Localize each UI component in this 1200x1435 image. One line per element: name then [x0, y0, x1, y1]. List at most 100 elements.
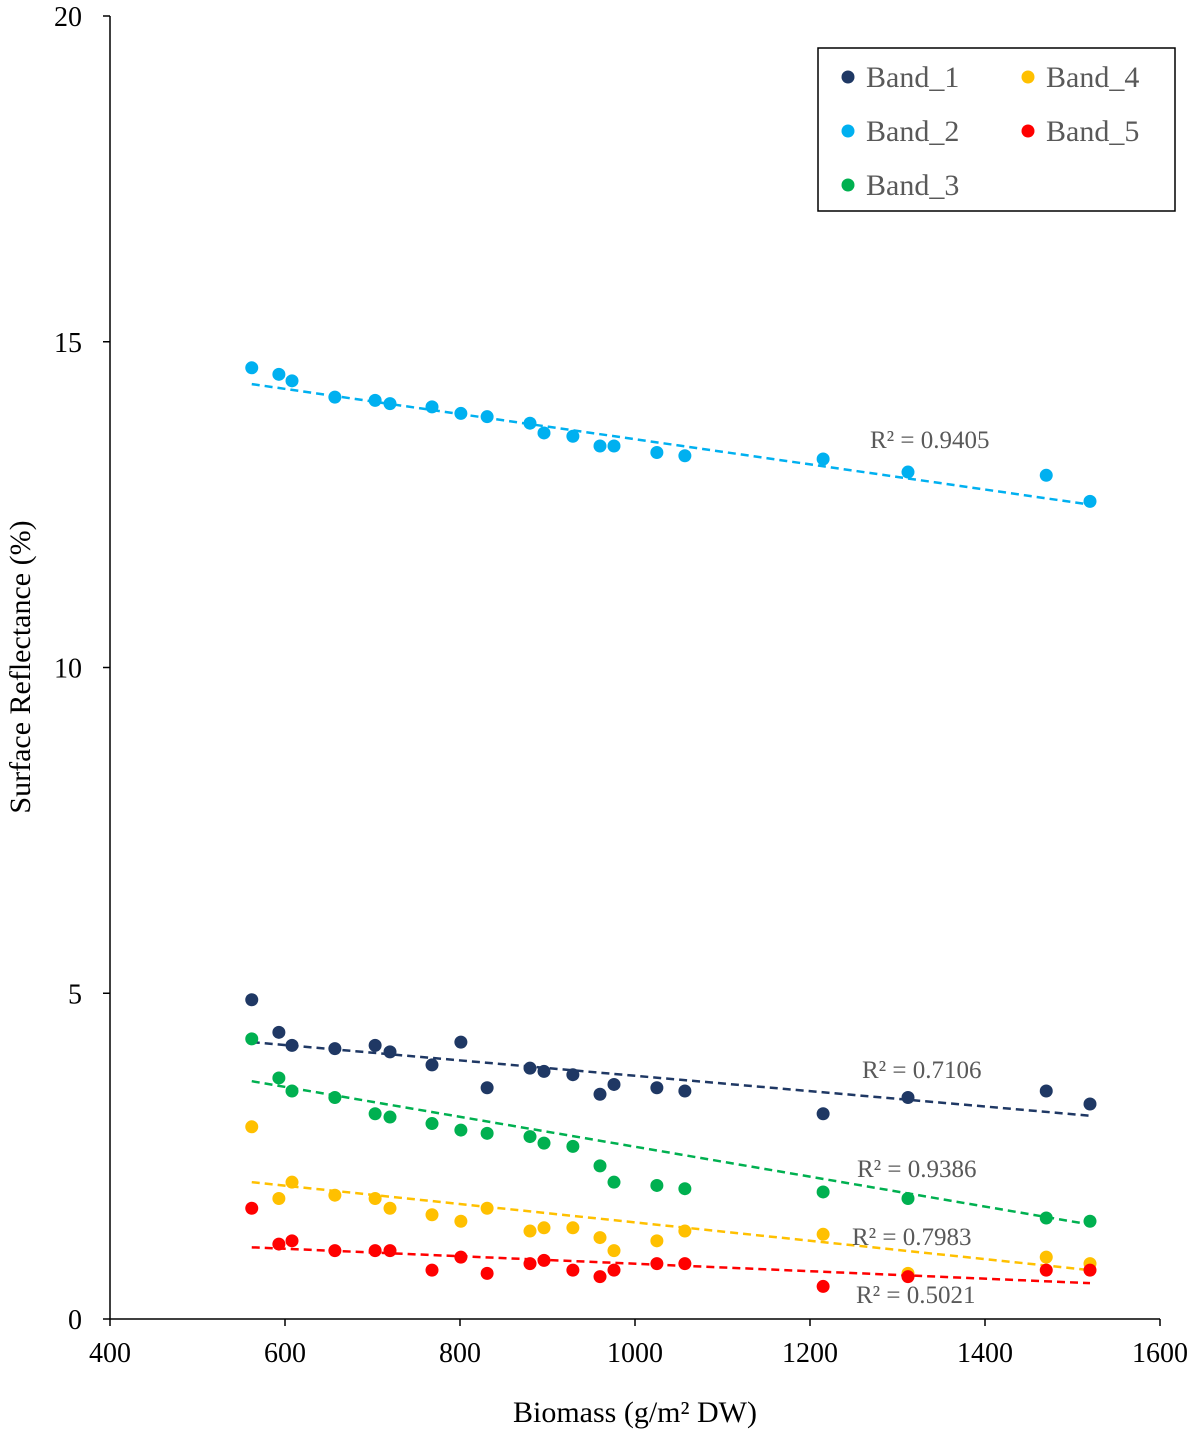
data-point-band-5 — [328, 1244, 342, 1258]
data-point-band-5 — [480, 1266, 494, 1280]
trendlines — [251, 382, 1091, 1285]
x-tick-label: 400 — [89, 1338, 131, 1369]
data-point-band-2 — [245, 361, 259, 375]
x-tick-label: 600 — [264, 1338, 306, 1369]
y-tick-label: 15 — [54, 328, 82, 359]
data-point-band-1 — [272, 1025, 286, 1039]
legend-marker-band-4 — [1021, 70, 1035, 84]
data-point-band-2 — [285, 374, 299, 388]
data-point-band-1 — [425, 1058, 439, 1072]
data-point-band-4 — [368, 1191, 382, 1205]
trendline-band-4 — [251, 1180, 1091, 1272]
data-point-band-2 — [566, 429, 580, 443]
data-point-band-2 — [650, 446, 664, 460]
data-point-band-1 — [1039, 1084, 1053, 1098]
data-point-band-2 — [383, 397, 397, 411]
data-point-band-3 — [425, 1117, 439, 1131]
data-point-band-2 — [816, 452, 830, 466]
data-point-band-3 — [816, 1185, 830, 1199]
x-tick-label: 800 — [439, 1338, 481, 1369]
data-point-band-1 — [454, 1035, 468, 1049]
x-axis-title: Biomass (g/m² DW) — [513, 1396, 757, 1429]
legend-marker-band-1 — [841, 70, 855, 84]
data-point-band-5 — [593, 1270, 607, 1284]
data-point-band-1 — [566, 1068, 580, 1082]
data-point-band-5 — [272, 1237, 286, 1251]
data-point-band-3 — [901, 1191, 915, 1205]
data-point-band-4 — [480, 1201, 494, 1215]
data-point-band-4 — [816, 1227, 830, 1241]
data-point-band-5 — [901, 1270, 915, 1284]
trendline-band-2 — [251, 382, 1091, 506]
data-point-band-3 — [607, 1175, 621, 1189]
legend-marker-band-5 — [1021, 124, 1035, 138]
x-tick-label: 1000 — [607, 1338, 663, 1369]
data-point-band-3 — [383, 1110, 397, 1124]
legend-box — [817, 47, 1176, 212]
data-point-band-1 — [607, 1077, 621, 1091]
data-point-band-1 — [245, 993, 259, 1007]
data-point-band-5 — [454, 1250, 468, 1264]
legend: Band_1 Band_2 Band_3 Band_4 Band_5 — [817, 47, 1176, 212]
data-point-band-2 — [425, 400, 439, 414]
r-squared-label-band-3: R² = 0.9386 — [857, 1156, 977, 1183]
data-point-band-1 — [383, 1045, 397, 1059]
y-tick-label: 5 — [68, 979, 82, 1010]
data-point-band-4 — [566, 1221, 580, 1235]
data-point-band-2 — [480, 410, 494, 424]
data-point-band-4 — [425, 1208, 439, 1222]
data-point-band-3 — [678, 1182, 692, 1196]
legend-label-band-2: Band_2 — [866, 115, 959, 148]
data-point-band-5 — [650, 1257, 664, 1271]
r-squared-label-band-1: R² = 0.7106 — [862, 1057, 982, 1084]
y-tick-label: 10 — [54, 654, 82, 685]
data-points — [245, 361, 1097, 1293]
data-point-band-3 — [537, 1136, 551, 1150]
data-point-band-1 — [816, 1107, 830, 1121]
data-point-band-5 — [523, 1257, 537, 1271]
x-tick-label: 1400 — [957, 1338, 1013, 1369]
trendline-band-5 — [251, 1246, 1091, 1285]
data-point-band-3 — [454, 1123, 468, 1137]
data-point-band-4 — [1039, 1250, 1053, 1264]
data-point-band-5 — [607, 1263, 621, 1277]
data-point-band-3 — [480, 1126, 494, 1140]
data-point-band-1 — [285, 1038, 299, 1052]
data-point-band-4 — [454, 1214, 468, 1228]
r-squared-labels: R² = 0.7106 R² = 0.9405 R² = 0.9386 R² = 0.… — [852, 427, 990, 1309]
data-point-band-4 — [678, 1224, 692, 1238]
legend-label-band-4: Band_4 — [1046, 61, 1139, 94]
data-point-band-5 — [285, 1234, 299, 1248]
x-tick-label: 1600 — [1132, 1338, 1188, 1369]
data-point-band-5 — [383, 1244, 397, 1258]
data-point-band-3 — [566, 1139, 580, 1153]
data-point-band-4 — [383, 1201, 397, 1215]
data-point-band-2 — [678, 449, 692, 463]
data-point-band-2 — [1039, 468, 1053, 482]
data-point-band-2 — [454, 406, 468, 420]
data-point-band-1 — [901, 1090, 915, 1104]
data-point-band-2 — [368, 393, 382, 407]
data-point-band-3 — [650, 1178, 664, 1192]
r-squared-label-band-2: R² = 0.9405 — [870, 427, 990, 454]
data-point-band-2 — [593, 439, 607, 453]
data-point-band-2 — [537, 426, 551, 440]
data-point-band-5 — [1039, 1263, 1053, 1277]
data-point-band-1 — [480, 1081, 494, 1095]
data-point-band-1 — [678, 1084, 692, 1098]
data-point-band-2 — [607, 439, 621, 453]
data-point-band-5 — [816, 1279, 830, 1293]
r-squared-label-band-4: R² = 0.7983 — [852, 1224, 972, 1251]
data-point-band-4 — [593, 1231, 607, 1245]
data-point-band-4 — [272, 1191, 286, 1205]
data-point-band-4 — [537, 1221, 551, 1235]
data-point-band-3 — [1039, 1211, 1053, 1225]
data-point-band-3 — [523, 1130, 537, 1144]
data-point-band-5 — [1083, 1263, 1097, 1277]
data-point-band-4 — [285, 1175, 299, 1189]
data-point-band-5 — [678, 1257, 692, 1271]
data-point-band-3 — [368, 1107, 382, 1121]
trendline-band-1 — [251, 1040, 1091, 1117]
y-tick-label: 20 — [54, 2, 82, 33]
